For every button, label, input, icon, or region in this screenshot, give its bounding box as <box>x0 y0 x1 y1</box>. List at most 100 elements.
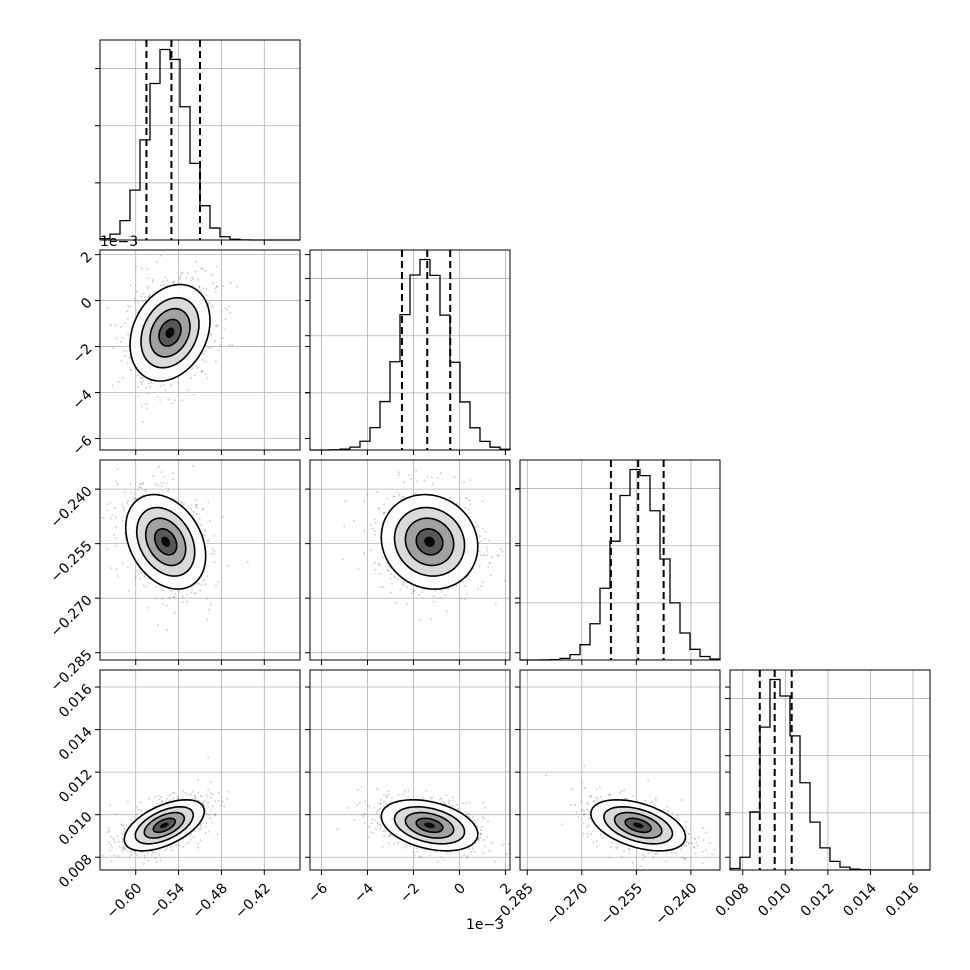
scatter-point <box>129 850 132 853</box>
scatter-point <box>470 851 473 853</box>
scatter-point <box>693 837 696 840</box>
scatter-point <box>173 399 176 402</box>
scatter-point <box>392 495 395 498</box>
scatter-point <box>206 539 209 542</box>
density-contour <box>424 536 435 547</box>
scatter-point <box>121 562 124 565</box>
scatter-point <box>106 503 109 506</box>
scatter-point <box>425 789 428 792</box>
scatter-point <box>685 826 688 829</box>
scatter-point <box>134 497 137 500</box>
scatter-point <box>488 539 490 542</box>
scatter-point <box>582 809 585 812</box>
x-tick-label: 0 <box>451 880 469 898</box>
y-tick-label: −0.255 <box>48 538 96 586</box>
scatter-point <box>158 853 160 856</box>
scatter-point <box>172 797 175 800</box>
scatter-point <box>162 384 165 387</box>
scatter-point <box>426 475 429 478</box>
histogram-panel-1 <box>305 249 511 451</box>
scatter-point <box>160 481 163 484</box>
scatter-point <box>403 495 406 498</box>
scatter-point <box>145 403 148 405</box>
scatter-point <box>126 566 129 569</box>
scatter-point <box>212 805 215 808</box>
scatter-point <box>134 577 137 580</box>
scatter-point <box>209 603 212 606</box>
scatter-point <box>341 558 344 561</box>
scatter-point <box>148 797 151 800</box>
scatter-point <box>180 502 183 505</box>
scatter-point <box>213 561 216 564</box>
scatter-point <box>460 597 463 600</box>
scatter-point <box>147 582 150 585</box>
scatter-point <box>418 855 421 858</box>
scatter-point <box>161 603 164 606</box>
scatter-point <box>496 554 499 557</box>
scatter-point <box>477 587 479 590</box>
scatter-point <box>405 843 408 846</box>
scatter-point <box>386 796 389 799</box>
scatter-point <box>675 817 678 820</box>
scatter-point <box>647 852 650 854</box>
scatter-point <box>208 830 211 833</box>
scatter-point <box>123 830 126 833</box>
scatter-point <box>198 582 201 585</box>
scatter-point <box>683 857 686 860</box>
scatter-point <box>665 860 668 863</box>
scatter-point <box>374 819 377 822</box>
scatter-point <box>205 597 208 600</box>
scatter-point <box>445 794 448 797</box>
scatter-point <box>215 285 218 288</box>
scatter-point <box>405 603 408 606</box>
scatter-point <box>400 498 403 500</box>
scatter-point <box>178 844 181 847</box>
scatter-point <box>407 474 410 477</box>
scatter-point <box>494 860 497 863</box>
scatter-point <box>170 845 173 848</box>
scatter-point <box>480 829 483 832</box>
scatter-point <box>403 846 406 849</box>
scatter-point <box>187 389 190 392</box>
histogram-line <box>309 258 511 451</box>
scatter-point <box>164 848 167 851</box>
scatter-point <box>117 854 120 857</box>
scatter-point <box>482 527 485 530</box>
scatter-point <box>118 845 121 848</box>
scatter-point <box>201 802 204 805</box>
scatter-point <box>123 509 126 512</box>
scatter-point <box>172 791 175 794</box>
scatter-point <box>202 353 205 355</box>
scatter-point <box>623 788 626 791</box>
scatter-point <box>129 368 132 371</box>
scatter-point <box>588 817 591 820</box>
scatter-point <box>199 825 202 828</box>
scatter-point <box>587 824 590 827</box>
scatter-point <box>221 516 224 518</box>
histogram-line <box>519 468 721 661</box>
scatter-point <box>134 575 137 578</box>
scatter-point <box>209 817 212 820</box>
histogram-panel-2 <box>515 459 721 661</box>
scatter-point <box>432 600 435 603</box>
scatter-point <box>362 816 365 819</box>
scatter-point <box>190 591 193 594</box>
scatter-point <box>598 786 601 789</box>
scatter-point <box>586 803 589 806</box>
scatter-point <box>205 288 208 291</box>
scatter-point <box>139 483 142 486</box>
scatter-point <box>227 565 230 567</box>
scatter-point <box>439 472 442 475</box>
scatter-point <box>141 405 144 408</box>
scatter-point <box>140 486 143 489</box>
scatter-panel-3-0 <box>99 669 301 871</box>
scatter-point <box>111 384 114 387</box>
scatter-point <box>172 472 175 475</box>
scatter-point <box>198 828 201 830</box>
scatter-point <box>186 793 189 796</box>
scatter-point <box>418 593 421 596</box>
scatter-point <box>209 809 212 812</box>
scatter-point <box>586 826 589 829</box>
scatter-point <box>399 588 402 591</box>
